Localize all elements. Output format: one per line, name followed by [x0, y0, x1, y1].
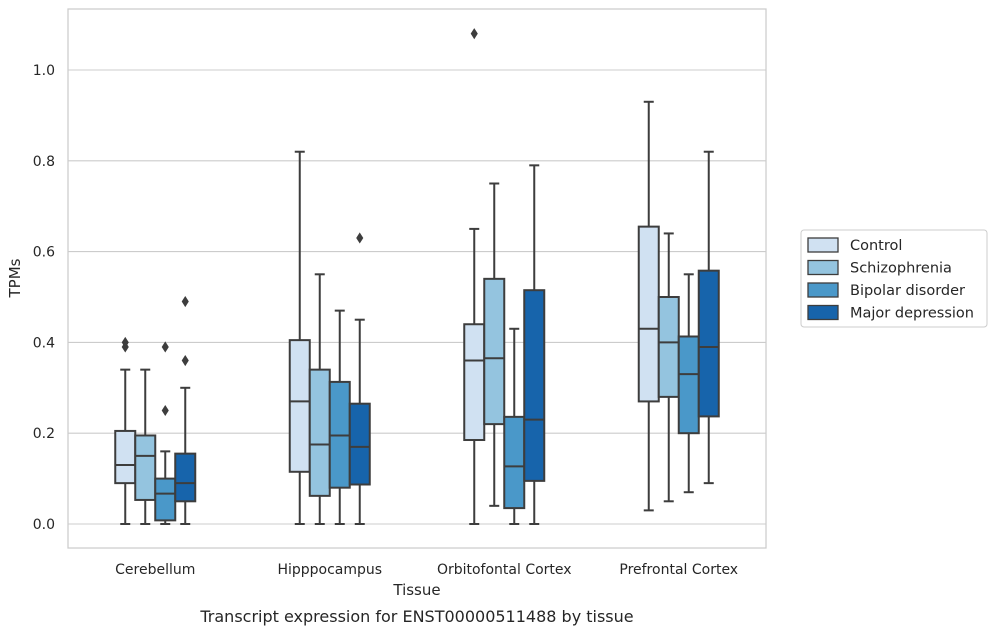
box-schizophrenia-2 — [483, 182, 506, 507]
x-tick-label: Orbitofontal Cortex — [437, 562, 572, 578]
box-bipolar-disorder-2 — [503, 327, 526, 525]
legend-label: Control — [850, 238, 902, 254]
outlier-point — [181, 355, 189, 367]
x-axis-label: Tissue — [392, 581, 440, 599]
outlier-point — [470, 28, 478, 40]
legend-swatch — [807, 282, 839, 298]
box-control-0 — [114, 336, 137, 525]
box-schizophrenia-3 — [657, 232, 680, 503]
legend-label: Schizophrenia — [850, 261, 952, 277]
box-iqr — [483, 277, 506, 426]
x-tick-label: Cerebellum — [115, 562, 195, 578]
box-major-depression-2 — [523, 164, 546, 525]
box-iqr — [463, 323, 486, 442]
box-iqr — [134, 434, 157, 501]
outlier-point — [181, 295, 189, 308]
y-tick-label: 1.0 — [33, 63, 55, 79]
x-tick-labels: Cerebellum Hipppocampus Orbitofontal Corte… — [115, 562, 738, 578]
outlier-point — [161, 341, 169, 353]
legend-label: Bipolar disorder — [850, 283, 965, 299]
x-tick-label: Hipppocampus — [277, 562, 382, 578]
box-control-1 — [288, 150, 311, 525]
y-tick-label: 0.2 — [33, 426, 55, 442]
legend-items: Control Schizophrenia Bipolar disorder Majo… — [807, 237, 974, 322]
outlier-point — [161, 404, 169, 417]
y-tick-label: 0.4 — [33, 335, 55, 351]
legend-swatch — [807, 259, 839, 276]
box-iqr — [154, 477, 177, 522]
y-axis-label: TPMs — [6, 258, 24, 298]
box-iqr — [174, 452, 197, 503]
chart-caption: Transcript expression for ENST0000051148… — [199, 607, 633, 626]
box-schizophrenia-0 — [134, 368, 157, 525]
box-iqr — [637, 225, 660, 403]
y-tick-label: 0.6 — [33, 245, 55, 261]
box-iqr — [677, 335, 700, 435]
y-tick-label: 0.8 — [33, 154, 55, 170]
legend-label: Major depression — [850, 306, 974, 322]
plot-frame — [67, 8, 767, 549]
boxes — [114, 28, 720, 525]
box-iqr — [697, 269, 720, 418]
outlier-point — [356, 232, 364, 244]
box-major-depression-1 — [348, 232, 371, 525]
box-iqr — [288, 339, 311, 473]
legend-swatch — [807, 304, 839, 321]
box-control-3 — [637, 100, 660, 512]
box-bipolar-disorder-3 — [677, 273, 700, 494]
y-tick-labels: 0.0 0.2 0.4 0.6 0.8 1.0 — [33, 63, 55, 533]
box-iqr — [348, 402, 371, 486]
legend-swatch — [807, 237, 839, 253]
legend: Control Schizophrenia Bipolar disorder Majo… — [800, 229, 988, 328]
box-iqr — [657, 296, 680, 398]
outlier-point — [121, 336, 129, 348]
box-schizophrenia-1 — [308, 273, 331, 525]
box-iqr — [503, 415, 526, 510]
box-iqr — [308, 368, 331, 497]
box-iqr — [523, 289, 546, 482]
box-major-depression-0 — [174, 295, 197, 525]
y-tick-label: 0.0 — [33, 517, 55, 533]
box-control-2 — [463, 28, 486, 525]
box-iqr — [114, 429, 137, 485]
box-major-depression-3 — [697, 150, 720, 485]
x-tick-label: Prefrontal Cortex — [619, 562, 738, 578]
legend-frame — [800, 229, 988, 328]
